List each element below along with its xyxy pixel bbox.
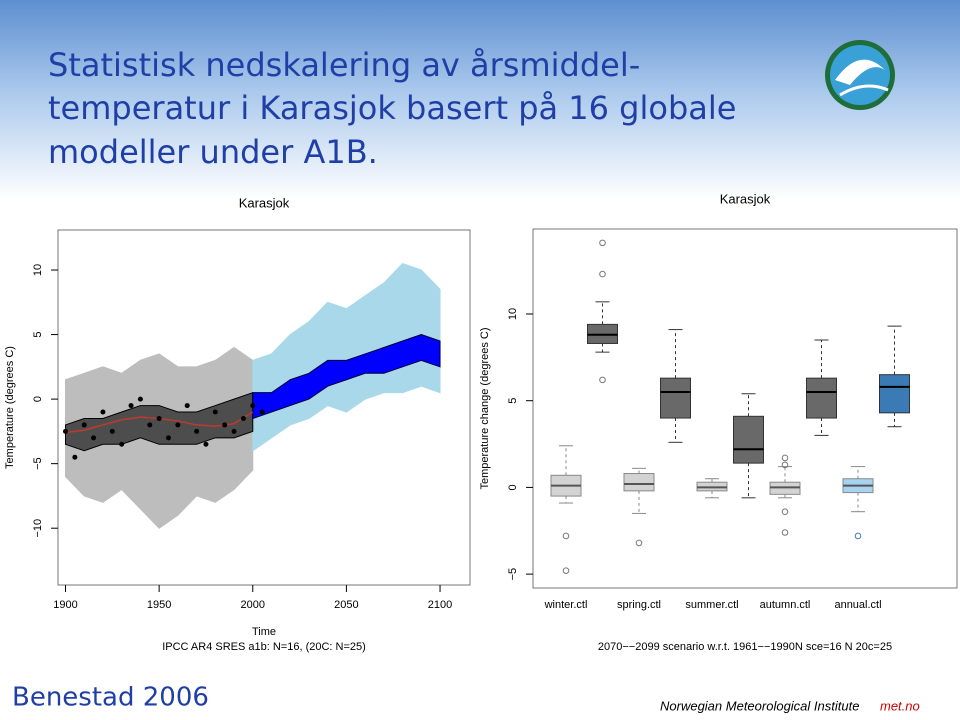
observation: [240, 415, 246, 421]
observation: [156, 415, 162, 421]
outlier: [854, 532, 862, 540]
y-tick-label: 5: [32, 332, 44, 338]
observation: [81, 422, 87, 428]
slide-title-line: temperatur i Karasjok basert på 16 globa…: [48, 89, 736, 127]
observation: [212, 409, 218, 415]
observation: [147, 422, 153, 428]
logo: [825, 40, 895, 110]
site: met.no: [880, 698, 920, 713]
observation: [259, 409, 265, 415]
observation: [203, 441, 209, 447]
box: [879, 374, 910, 414]
observation: [231, 428, 237, 434]
chart-title: Karasjok: [239, 195, 290, 210]
observation: [91, 435, 97, 441]
outlier: [599, 270, 606, 278]
plot-frame: [57, 229, 471, 586]
range-band: [64, 391, 254, 452]
x-tick-label: autumn.ctl: [760, 599, 811, 611]
observation: [175, 422, 181, 428]
plot-frame: [532, 228, 958, 589]
observation: [194, 428, 200, 434]
box: [660, 377, 691, 419]
y-tick-label: 5: [507, 398, 519, 404]
sky-banner: [0, 0, 960, 200]
y-tick-label: 10: [507, 308, 519, 320]
observation: [109, 428, 115, 434]
outlier: [599, 376, 606, 384]
y-tick-label: −5: [507, 568, 519, 581]
x-tick-label: summer.ctl: [685, 599, 738, 611]
x-tick-label: winter.ctl: [544, 599, 588, 611]
observation: [222, 422, 228, 428]
x-axis-subtitle: IPCC AR4 SRES a1b: N=16, (20C: N=25): [162, 641, 366, 653]
range-band: [252, 262, 441, 452]
box: [623, 473, 655, 492]
box: [806, 377, 837, 419]
observation: [119, 441, 125, 447]
y-tick-label: −5: [32, 457, 44, 470]
observation: [250, 403, 256, 409]
observation: [165, 435, 171, 441]
x-tick-label: 1950: [147, 599, 171, 611]
x-tick-label: 2000: [241, 599, 265, 611]
observation: [100, 409, 106, 415]
y-tick-label: 0: [32, 396, 44, 402]
range-band: [252, 334, 441, 420]
outlier: [599, 239, 606, 247]
author: Benestad 2006: [12, 683, 209, 713]
x-axis-label: Time: [252, 626, 276, 638]
x-tick-label: 1900: [53, 599, 77, 611]
x-tick-label: annual.ctl: [834, 599, 881, 611]
outlier: [781, 454, 789, 462]
x-tick-label: spring.ctl: [617, 599, 661, 611]
outlier: [635, 539, 643, 547]
observation: [72, 454, 78, 460]
box: [733, 415, 764, 464]
slide-title-line: modeller under A1B.: [48, 133, 378, 171]
x-tick-label: 2050: [334, 599, 358, 611]
outlier: [781, 508, 789, 515]
slide-title-line: Statistisk nedskalering av årsmiddel-: [48, 46, 640, 84]
observation: [184, 403, 190, 409]
y-tick-label: 0: [507, 484, 519, 490]
observation: [62, 428, 68, 434]
y-tick-label: −10: [32, 519, 44, 538]
outlier: [781, 461, 789, 469]
institute: Norwegian Meteorological Institute: [660, 698, 859, 713]
y-axis-label: Temperature (degrees C): [4, 346, 16, 469]
outlier: [562, 567, 570, 574]
chart-title: Karasjok: [720, 191, 771, 206]
observation: [128, 403, 134, 409]
outlier: [781, 529, 789, 536]
observation: [137, 396, 143, 402]
y-tick-label: 10: [32, 264, 44, 276]
x-axis-label: 2070−−2099 scenario w.r.t. 1961−−1990N s…: [598, 641, 892, 653]
y-axis-label: Temperature change (degrees C): [479, 327, 491, 489]
x-tick-label: 2100: [428, 599, 452, 611]
outlier: [562, 532, 570, 540]
